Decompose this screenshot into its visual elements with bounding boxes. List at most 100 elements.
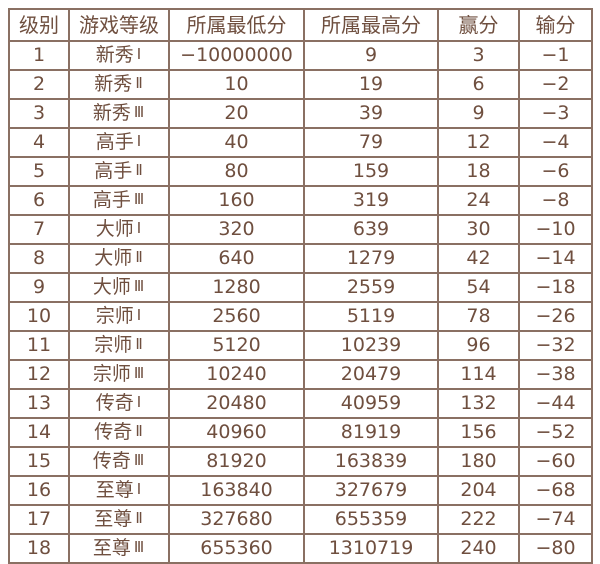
cell-win-points: 78 xyxy=(437,301,520,332)
cell-win-points: 3 xyxy=(437,40,520,71)
game-rank-name: 传奇 xyxy=(92,450,131,472)
cell-lose-points: −18 xyxy=(518,272,593,303)
column-header-max-score: 所属最高分 xyxy=(303,8,439,42)
cell-game-rank: 宗师 Ⅱ xyxy=(68,330,170,361)
cell-lose-points: −3 xyxy=(518,98,593,129)
cell-lose-points: −60 xyxy=(518,446,593,477)
cell-game-rank: 大师 Ⅲ xyxy=(68,272,170,303)
game-rank-name: 宗师 xyxy=(92,363,131,385)
cell-game-rank: 至尊 Ⅱ xyxy=(68,504,170,535)
cell-win-points: 114 xyxy=(437,359,520,390)
cell-min-score: 10 xyxy=(168,69,305,100)
table-row: 4 高手 Ⅰ 40 79 12 −4 xyxy=(8,127,593,158)
cell-min-score: 40 xyxy=(168,127,305,158)
cell-level: 6 xyxy=(8,185,70,216)
table-row: 15 传奇 Ⅲ 81920 163839 180 −60 xyxy=(8,446,593,477)
table-row: 16 至尊 Ⅰ 163840 327679 204 −68 xyxy=(8,475,593,506)
game-rank-group: 高手 Ⅰ xyxy=(70,129,168,156)
cell-max-score: 39 xyxy=(303,98,439,129)
table-row: 14 传奇 Ⅱ 40960 81919 156 −52 xyxy=(8,417,593,448)
cell-min-score: 20 xyxy=(168,98,305,129)
game-rank-tier: Ⅲ xyxy=(133,277,146,295)
game-rank-group: 大师 Ⅰ xyxy=(70,216,168,243)
game-rank-tier: Ⅲ xyxy=(133,538,146,556)
cell-max-score: 5119 xyxy=(303,301,439,332)
cell-min-score: 80 xyxy=(168,156,305,187)
cell-lose-points: −38 xyxy=(518,359,593,390)
cell-max-score: 159 xyxy=(303,156,439,187)
game-rank-name: 大师 xyxy=(94,247,133,269)
cell-game-rank: 宗师 Ⅲ xyxy=(68,359,170,390)
cell-max-score: 81919 xyxy=(303,417,439,448)
cell-min-score: 640 xyxy=(168,243,305,274)
cell-min-score: 1280 xyxy=(168,272,305,303)
game-rank-tier: Ⅲ xyxy=(133,364,146,382)
cell-game-rank: 至尊 Ⅰ xyxy=(68,475,170,506)
cell-lose-points: −10 xyxy=(518,214,593,245)
table-row: 7 大师 Ⅰ 320 639 30 −10 xyxy=(8,214,593,245)
cell-win-points: 42 xyxy=(437,243,520,274)
cell-win-points: 156 xyxy=(437,417,520,448)
column-header-min-score: 所属最低分 xyxy=(168,8,305,42)
game-rank-name: 新秀 xyxy=(94,73,133,95)
cell-game-rank: 新秀 Ⅲ xyxy=(68,98,170,129)
cell-game-rank: 高手 Ⅱ xyxy=(68,156,170,187)
cell-max-score: 20479 xyxy=(303,359,439,390)
cell-game-rank: 新秀 Ⅰ xyxy=(68,40,170,71)
table-row: 5 高手 Ⅱ 80 159 18 −6 xyxy=(8,156,593,187)
cell-lose-points: −6 xyxy=(518,156,593,187)
table-header: 级别 游戏等级 所属最低分 所属最高分 赢分 输分 xyxy=(8,8,593,42)
cell-max-score: 10239 xyxy=(303,330,439,361)
table-row: 10 宗师 Ⅰ 2560 5119 78 −26 xyxy=(8,301,593,332)
game-rank-group: 传奇 Ⅱ xyxy=(70,419,168,446)
cell-win-points: 24 xyxy=(437,185,520,216)
cell-min-score: 81920 xyxy=(168,446,305,477)
cell-level: 13 xyxy=(8,388,70,419)
game-rank-tier: Ⅰ xyxy=(136,132,143,150)
game-rank-group: 宗师 Ⅰ xyxy=(70,303,168,330)
game-rank-group: 至尊 Ⅲ xyxy=(70,535,168,562)
cell-max-score: 1279 xyxy=(303,243,439,274)
table-row: 8 大师 Ⅱ 640 1279 42 −14 xyxy=(8,243,593,274)
cell-level: 8 xyxy=(8,243,70,274)
game-rank-group: 宗师 Ⅲ xyxy=(70,361,168,388)
game-rank-name: 传奇 xyxy=(94,421,133,443)
cell-level: 10 xyxy=(8,301,70,332)
column-header-lose-points: 输分 xyxy=(518,8,593,42)
cell-max-score: 9 xyxy=(303,40,439,71)
game-rank-name: 传奇 xyxy=(95,392,134,414)
cell-win-points: 18 xyxy=(437,156,520,187)
cell-win-points: 9 xyxy=(437,98,520,129)
table-row: 9 大师 Ⅲ 1280 2559 54 −18 xyxy=(8,272,593,303)
cell-level: 12 xyxy=(8,359,70,390)
cell-game-rank: 传奇 Ⅲ xyxy=(68,446,170,477)
cell-min-score: 163840 xyxy=(168,475,305,506)
table-row: 12 宗师 Ⅲ 10240 20479 114 −38 xyxy=(8,359,593,390)
cell-game-rank: 宗师 Ⅰ xyxy=(68,301,170,332)
cell-max-score: 1310719 xyxy=(303,533,439,564)
game-rank-table: 级别 游戏等级 所属最低分 所属最高分 赢分 输分 1 新秀 Ⅰ −10000000 9… xyxy=(8,8,593,564)
game-rank-tier: Ⅰ xyxy=(136,393,143,411)
rank-table-container: 级别 游戏等级 所属最低分 所属最高分 赢分 输分 1 新秀 Ⅰ −10000000 9… xyxy=(8,8,593,564)
game-rank-tier: Ⅲ xyxy=(133,451,146,469)
cell-win-points: 12 xyxy=(437,127,520,158)
game-rank-group: 新秀 Ⅱ xyxy=(70,71,168,98)
cell-max-score: 639 xyxy=(303,214,439,245)
cell-max-score: 19 xyxy=(303,69,439,100)
cell-win-points: 180 xyxy=(437,446,520,477)
table-header-row: 级别 游戏等级 所属最低分 所属最高分 赢分 输分 xyxy=(8,8,593,42)
cell-lose-points: −80 xyxy=(518,533,593,564)
game-rank-name: 大师 xyxy=(95,218,134,240)
cell-win-points: 204 xyxy=(437,475,520,506)
game-rank-tier: Ⅱ xyxy=(135,509,144,527)
cell-lose-points: −52 xyxy=(518,417,593,448)
game-rank-group: 新秀 Ⅲ xyxy=(70,100,168,127)
cell-lose-points: −26 xyxy=(518,301,593,332)
cell-lose-points: −14 xyxy=(518,243,593,274)
cell-min-score: −10000000 xyxy=(168,40,305,71)
game-rank-tier: Ⅱ xyxy=(135,248,144,266)
cell-max-score: 163839 xyxy=(303,446,439,477)
game-rank-group: 至尊 Ⅱ xyxy=(70,506,168,533)
cell-level: 11 xyxy=(8,330,70,361)
game-rank-group: 新秀 Ⅰ xyxy=(70,42,168,69)
